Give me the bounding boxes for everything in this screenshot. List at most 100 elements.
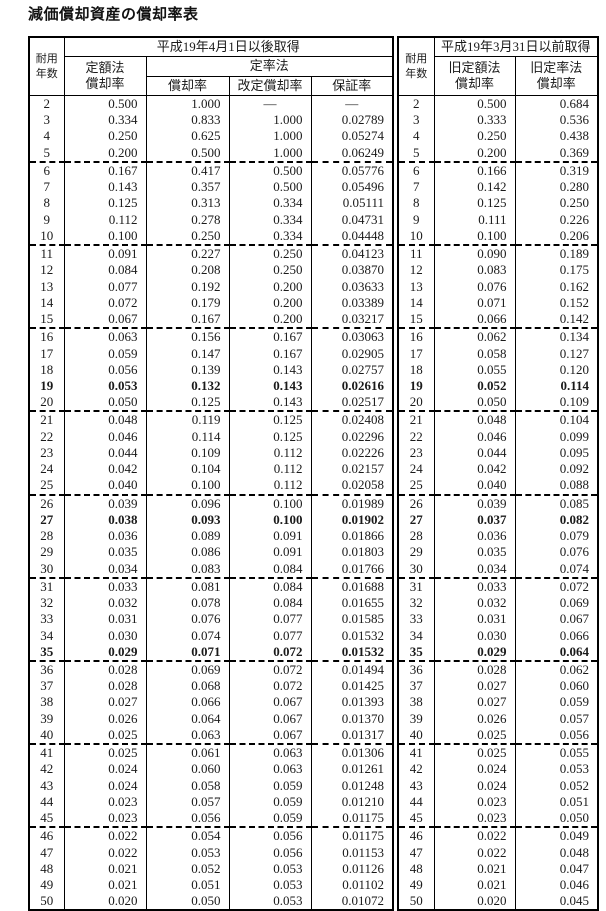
year-cell: 46 [28, 827, 65, 845]
straight-line-rate-cell: 0.023 [63, 810, 147, 829]
guarantee-rate-cell: — [310, 95, 394, 113]
year-cell: 24 [397, 461, 435, 478]
table-row: 48 0.021 0.052 0.053 0.01126 [28, 860, 394, 878]
straight-line-rate-cell: 0.100 [63, 227, 147, 247]
year-cell: 25 [28, 477, 65, 496]
table-row: 19 0.053 0.132 0.143 0.02616 [28, 377, 394, 395]
table-row: 18 0.056 0.139 0.143 0.02757 [28, 361, 394, 378]
year-cell: 2 [397, 95, 435, 113]
table-row: 37 0.028 0.068 0.072 0.01425 [28, 678, 394, 695]
table-row: 47 0.022 0.053 0.056 0.01153 [28, 844, 394, 861]
straight-line-rate-cell: 0.025 [63, 726, 147, 746]
year-cell: 44 [397, 793, 435, 811]
year-cell: 33 [28, 611, 65, 628]
guarantee-rate-cell: 0.02616 [310, 377, 394, 395]
declining-balance-rate-cell: 0.053 [145, 844, 230, 861]
old-straight-line-rate-cell: 0.031 [433, 611, 516, 628]
year-cell: 10 [397, 227, 435, 247]
revised-rate-cell: 0.077 [228, 611, 312, 628]
year-cell: 7 [397, 179, 435, 196]
table-row: 25 0.040 0.088 [397, 477, 599, 496]
straight-line-rate-cell: 0.143 [63, 179, 147, 196]
guarantee-rate-cell: 0.01306 [310, 744, 394, 762]
old-declining-balance-rate-cell: 0.085 [514, 494, 599, 512]
year-cell: 41 [28, 744, 65, 762]
straight-line-header-line1: 定額法 [85, 59, 125, 75]
old-declining-balance-rate-cell: 0.162 [514, 278, 599, 295]
guarantee-rate-cell: 0.01393 [310, 694, 394, 711]
guarantee-rate-cell: 0.01153 [310, 844, 394, 861]
table-row: 11 0.091 0.227 0.250 0.04123 [28, 245, 394, 263]
revised-rate-cell: 0.334 [228, 211, 312, 228]
year-cell: 35 [28, 643, 65, 662]
year-cell: 45 [397, 810, 435, 829]
revised-rate-cell: 0.053 [228, 893, 312, 911]
year-cell: 29 [397, 544, 435, 561]
year-cell: 12 [397, 262, 435, 279]
guarantee-rate-cell: 0.01425 [310, 678, 394, 695]
declining-balance-rate-cell: 0.100 [145, 477, 230, 496]
table-row: 39 0.026 0.064 0.067 0.01370 [28, 710, 394, 727]
table-row: 34 0.030 0.074 0.077 0.01532 [28, 627, 394, 644]
declining-balance-rate-cell: 0.313 [145, 195, 230, 212]
table-row: 28 0.036 0.079 [397, 528, 599, 545]
revised-rate-cell: 0.059 [228, 777, 312, 794]
revised-rate-cell: 0.084 [228, 595, 312, 612]
guarantee-rate-cell: 0.04731 [310, 211, 394, 228]
table-row: 5 0.200 0.500 1.000 0.06249 [28, 144, 394, 163]
old-declining-balance-rate-cell: 0.053 [514, 761, 599, 778]
year-cell: 23 [397, 444, 435, 462]
post-2007-period-header: 平成19年4月1日以後取得 [63, 36, 394, 57]
table-row: 2 0.500 1.000— — [28, 95, 394, 113]
revised-rate-cell: 0.053 [228, 860, 312, 878]
year-cell: 7 [28, 179, 65, 196]
table-row: 15 0.067 0.167 0.200 0.03217 [28, 311, 394, 330]
old-straight-line-rate-cell: 0.027 [433, 694, 516, 711]
table-row: 9 0.111 0.226 [397, 211, 599, 228]
year-cell: 32 [397, 595, 435, 612]
year-cell: 13 [397, 278, 435, 295]
table-row: 30 0.034 0.083 0.084 0.01766 [28, 560, 394, 579]
year-cell: 47 [397, 844, 435, 861]
straight-line-rate-cell: 0.026 [63, 710, 147, 727]
year-cell: 40 [397, 726, 435, 746]
straight-line-rate-cell: 0.029 [63, 643, 147, 662]
straight-line-rate-cell: 0.077 [63, 278, 147, 295]
table-row: 29 0.035 0.076 [397, 544, 599, 561]
pre-2007-table: 耐用 年数 平成19年3月31日以前取得 旧定額法 償却率 旧定率法 償却率 2… [397, 36, 600, 911]
old-declining-balance-rate-cell: 0.369 [514, 144, 599, 163]
table-row: 12 0.084 0.208 0.250 0.03870 [28, 262, 394, 279]
revised-rate-cell: 1.000 [228, 144, 312, 163]
old-straight-line-rate-cell: 0.024 [433, 777, 516, 794]
table-row: 35 0.029 0.064 [397, 643, 599, 662]
declining-balance-rate-cell: 0.114 [145, 428, 230, 445]
guarantee-rate-cell: 0.02789 [310, 112, 394, 129]
revised-rate-cell: 0.100 [228, 494, 312, 512]
table-row: 42 0.024 0.053 [397, 761, 599, 778]
table-row: 22 0.046 0.099 [397, 428, 599, 445]
table-row: 17 0.059 0.147 0.167 0.02905 [28, 345, 394, 362]
straight-line-rate-cell: 0.025 [63, 744, 147, 762]
straight-line-rate-cell: 0.167 [63, 161, 147, 180]
year-cell: 50 [28, 893, 65, 911]
revised-rate-cell: 0.500 [228, 161, 312, 180]
table-row: 4 0.250 0.625 1.000 0.05274 [28, 128, 394, 145]
year-cell: 25 [397, 477, 435, 496]
old-straight-line-rate-cell: 0.142 [433, 179, 516, 196]
revised-rate-cell: 0.091 [228, 528, 312, 545]
table-row: 4 0.250 0.438 [397, 128, 599, 145]
table-row: 40 0.025 0.063 0.067 0.01317 [28, 726, 394, 746]
declining-balance-rate-cell: 0.076 [145, 611, 230, 628]
straight-line-rate-cell: 0.031 [63, 611, 147, 628]
table-row: 13 0.076 0.162 [397, 278, 599, 295]
table-row: 46 0.022 0.049 [397, 827, 599, 845]
useful-life-header: 耐用 年数 [28, 36, 65, 96]
table-row: 45 0.023 0.050 [397, 810, 599, 829]
declining-balance-rate-cell: 0.132 [145, 377, 230, 395]
guarantee-rate-cell: 0.01803 [310, 544, 394, 561]
old-declining-header-line1: 旧定率法 [530, 59, 583, 75]
revised-rate-cell: 0.167 [228, 328, 312, 346]
year-cell: 44 [28, 793, 65, 811]
old-straight-line-rate-cell: 0.032 [433, 595, 516, 612]
table-row: 40 0.025 0.056 [397, 726, 599, 746]
